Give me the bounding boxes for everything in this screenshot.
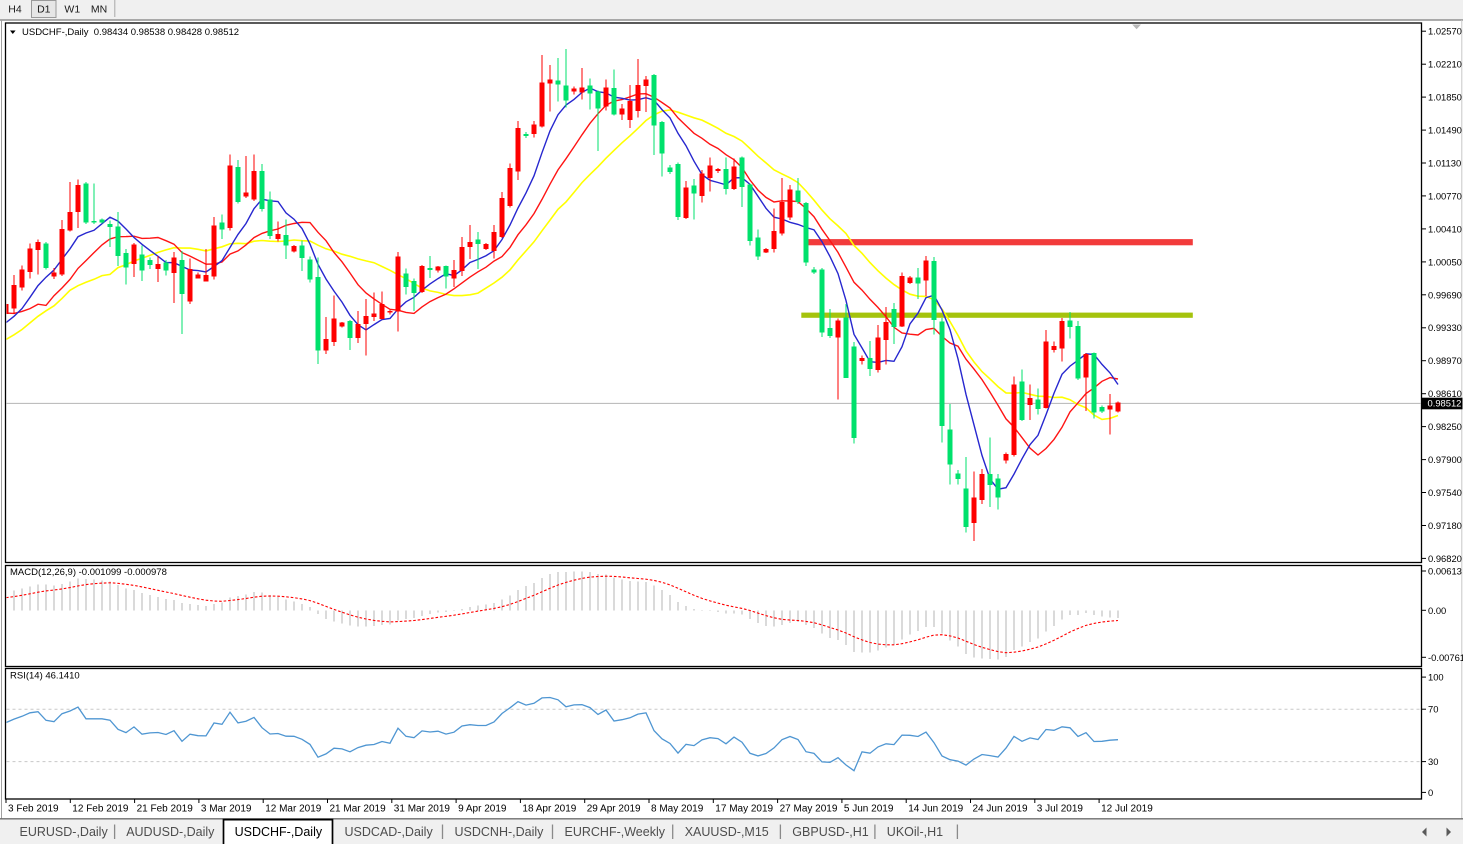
svg-text:70: 70 (1428, 704, 1438, 715)
svg-text:17 May 2019: 17 May 2019 (715, 804, 773, 815)
svg-text:MN: MN (91, 4, 107, 16)
svg-text:1.02210: 1.02210 (1428, 59, 1462, 70)
svg-text:0.97180: 0.97180 (1428, 520, 1462, 531)
svg-text:1.01490: 1.01490 (1428, 125, 1462, 136)
svg-text:GBPUSD-,H1: GBPUSD-,H1 (792, 825, 868, 839)
svg-text:1.02570: 1.02570 (1428, 26, 1462, 37)
svg-text:0.99330: 0.99330 (1428, 322, 1462, 333)
svg-text:12 Feb 2019: 12 Feb 2019 (72, 804, 129, 815)
svg-text:RSI(14) 46.1410: RSI(14) 46.1410 (10, 671, 80, 682)
svg-text:1.01130: 1.01130 (1428, 158, 1461, 169)
svg-text:EURUSD-,Daily: EURUSD-,Daily (20, 825, 109, 839)
svg-text:XAUUSD-,M15: XAUUSD-,M15 (685, 825, 769, 839)
svg-text:0.99690: 0.99690 (1428, 289, 1462, 300)
svg-text:21 Mar 2019: 21 Mar 2019 (330, 804, 387, 815)
svg-text:0.98970: 0.98970 (1428, 355, 1462, 366)
svg-text:100: 100 (1428, 672, 1444, 683)
svg-text:31 Mar 2019: 31 Mar 2019 (394, 804, 451, 815)
svg-text:30: 30 (1428, 756, 1438, 767)
svg-text:W1: W1 (64, 4, 80, 16)
svg-text:AUDUSD-,Daily: AUDUSD-,Daily (126, 825, 215, 839)
svg-text:3 Feb 2019: 3 Feb 2019 (8, 804, 59, 815)
svg-text:0.98512: 0.98512 (1428, 398, 1462, 409)
svg-text:8 May 2019: 8 May 2019 (651, 804, 704, 815)
svg-text:0.00613: 0.00613 (1428, 566, 1462, 577)
svg-text:27 May 2019: 27 May 2019 (780, 804, 838, 815)
svg-text:USDCAD-,Daily: USDCAD-,Daily (345, 825, 434, 839)
svg-text:5 Jun 2019: 5 Jun 2019 (844, 804, 894, 815)
svg-text:0.97540: 0.97540 (1428, 487, 1462, 498)
svg-text:0.98250: 0.98250 (1428, 421, 1462, 432)
svg-text:0.00: 0.00 (1428, 605, 1446, 616)
svg-text:12 Jul 2019: 12 Jul 2019 (1101, 804, 1153, 815)
svg-text:29 Apr 2019: 29 Apr 2019 (587, 804, 641, 815)
svg-text:1.00410: 1.00410 (1428, 223, 1462, 234)
svg-text:1.01850: 1.01850 (1428, 92, 1462, 103)
svg-text:UKOil-,H1: UKOil-,H1 (887, 825, 943, 839)
svg-text:3 Jul 2019: 3 Jul 2019 (1037, 804, 1084, 815)
svg-text:24 Jun 2019: 24 Jun 2019 (973, 804, 1028, 815)
svg-text:12 Mar 2019: 12 Mar 2019 (265, 804, 322, 815)
svg-text:H4: H4 (8, 4, 22, 16)
svg-text:14 Jun 2019: 14 Jun 2019 (908, 804, 963, 815)
svg-text:USDCHF-,Daily 0.98434 0.98538: USDCHF-,Daily 0.98434 0.98538 0.98428 0.… (22, 27, 239, 38)
svg-text:MACD(12,26,9) -0.001099 -0.000: MACD(12,26,9) -0.001099 -0.000978 (10, 567, 167, 578)
svg-text:D1: D1 (37, 4, 51, 16)
svg-text:1.00770: 1.00770 (1428, 190, 1462, 201)
svg-text:0.97900: 0.97900 (1428, 454, 1462, 465)
svg-text:USDCNH-,Daily: USDCNH-,Daily (455, 825, 545, 839)
svg-text:18 Apr 2019: 18 Apr 2019 (522, 804, 576, 815)
svg-text:21 Feb 2019: 21 Feb 2019 (137, 804, 194, 815)
svg-text:0.98610: 0.98610 (1428, 388, 1462, 399)
svg-text:USDCHF-,Daily: USDCHF-,Daily (235, 825, 323, 839)
svg-text:0.96820: 0.96820 (1428, 553, 1462, 564)
svg-text:3 Mar 2019: 3 Mar 2019 (201, 804, 252, 815)
svg-text:EURCHF-,Weekly: EURCHF-,Weekly (565, 825, 666, 839)
svg-text:9 Apr 2019: 9 Apr 2019 (458, 804, 507, 815)
svg-text:1.00050: 1.00050 (1428, 256, 1462, 267)
svg-text:0: 0 (1428, 787, 1433, 798)
svg-text:-0.0076125: -0.0076125 (1428, 652, 1463, 663)
